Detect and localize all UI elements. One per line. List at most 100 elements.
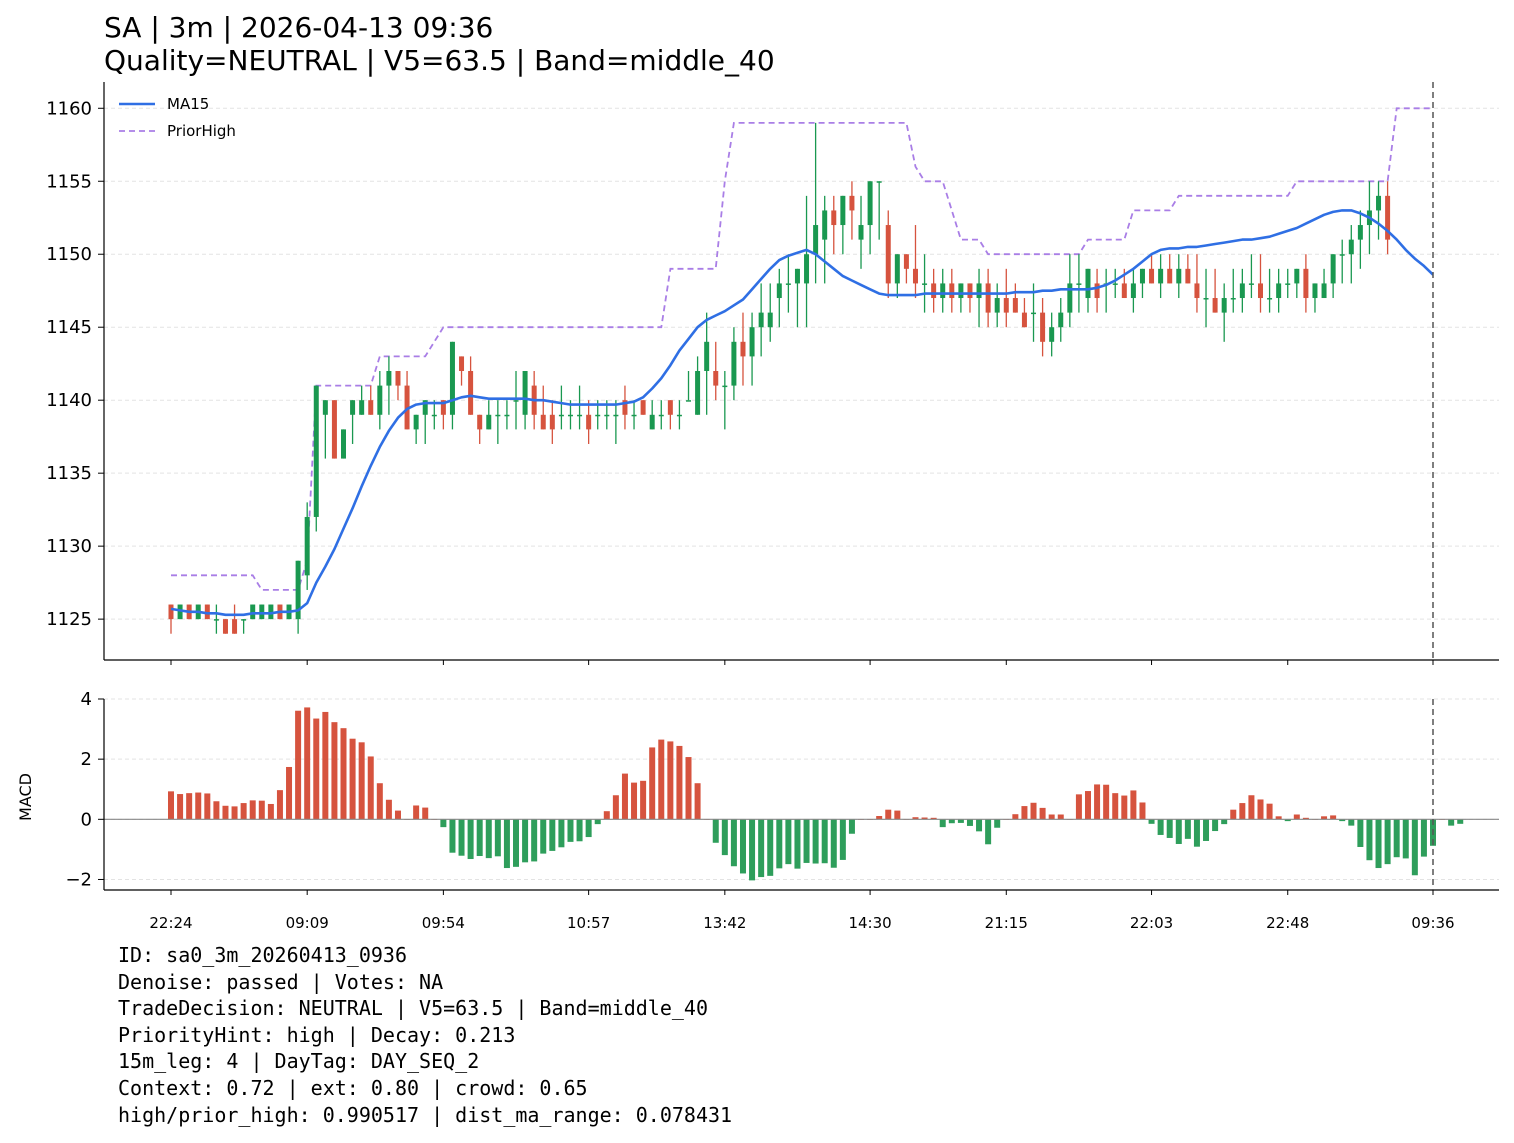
candle-body [1139,268,1145,284]
candle [667,400,673,430]
candle-body [1058,312,1064,328]
candle [413,414,419,444]
candle-body [731,341,737,386]
macd-bar [503,819,510,869]
candle-body [1294,268,1300,284]
macd-bar [1221,819,1228,825]
macd-bar [585,819,592,838]
candle [422,400,428,444]
candle-body [459,356,465,371]
candle-body [486,414,492,430]
candle [577,385,583,430]
macd-bar [812,819,819,864]
candle-body [831,210,837,226]
macd-bar [603,811,610,820]
macd-bar [739,819,746,874]
price-y-tick-label: 1130 [46,536,92,557]
macd-bar [1030,802,1037,820]
candle-body [359,400,365,415]
candle-body [1003,298,1009,313]
candle [622,385,628,430]
macd-bar [966,819,973,826]
macd-bar [948,819,955,824]
macd-bar [676,745,683,820]
macd-bar [994,819,1001,828]
candle-body [813,225,819,255]
macd-bar [286,766,293,820]
candle [922,254,928,313]
candle-body [1339,254,1345,256]
candle-body [822,210,828,240]
candle [213,604,219,634]
macd-bar [830,819,837,868]
candle [504,400,510,430]
macd-bar [267,803,274,820]
macd-bar [494,819,501,857]
macd-bar [168,791,174,820]
candle-body [586,414,592,430]
macd-bar [376,783,383,820]
macd-bar [912,817,919,820]
candle [204,604,210,620]
candle-body [468,371,474,415]
candle [1285,268,1291,299]
candle [1230,268,1236,313]
macd-bar [394,810,401,820]
legend-label: PriorHigh [167,122,236,140]
candle-body [785,283,791,285]
candle-body [341,429,347,459]
macd-bar [540,819,547,854]
macd-bar [467,819,474,860]
candle [776,268,782,328]
macd-bar [621,773,628,820]
candle-body [440,400,446,415]
candle [1212,268,1218,313]
macd-bar [422,807,429,820]
candle-body [885,225,891,284]
macd-bar [276,790,283,820]
candle [350,400,356,444]
candle [1203,268,1209,328]
macd-bar [349,738,356,820]
candle-body [259,604,265,620]
macd-bar [1357,819,1364,847]
macd-panel: 4 2 0 −2 MACD [16,689,1499,891]
macd-bar [1339,819,1346,822]
candle-body [1194,283,1200,299]
macd-bar [249,800,256,820]
candle [1139,268,1145,299]
candle [440,400,446,430]
candle [331,400,337,459]
candle [1339,239,1345,284]
macd-bar [1139,802,1146,820]
x-tick-label: 09:36 [1411,914,1454,932]
macd-bar [976,819,983,832]
candle-body [1049,327,1055,342]
candle [949,268,955,313]
candle-body [241,619,247,621]
macd-bar [1402,819,1409,859]
candle-body [1085,268,1091,299]
candle [1294,268,1300,299]
macd-bar [785,819,792,865]
candle [976,268,982,328]
x-tick-label: 10:57 [567,914,610,932]
macd-bar [1184,819,1191,839]
macd-bar [758,819,765,878]
candle-body [1321,283,1327,299]
candle-body [313,385,319,517]
candle [1112,268,1118,299]
candle-body [213,619,219,621]
candle-body [922,283,928,285]
candle [785,254,791,313]
candle-body [676,414,682,417]
candle-body [658,414,664,417]
candle [1312,283,1318,313]
candle-body [1276,283,1282,299]
macd-bar [313,718,320,820]
macd-bar [204,793,211,820]
macd-bar [876,816,883,820]
candle-body [931,283,937,299]
macd-bar [1157,819,1164,835]
macd-bar [549,819,556,851]
